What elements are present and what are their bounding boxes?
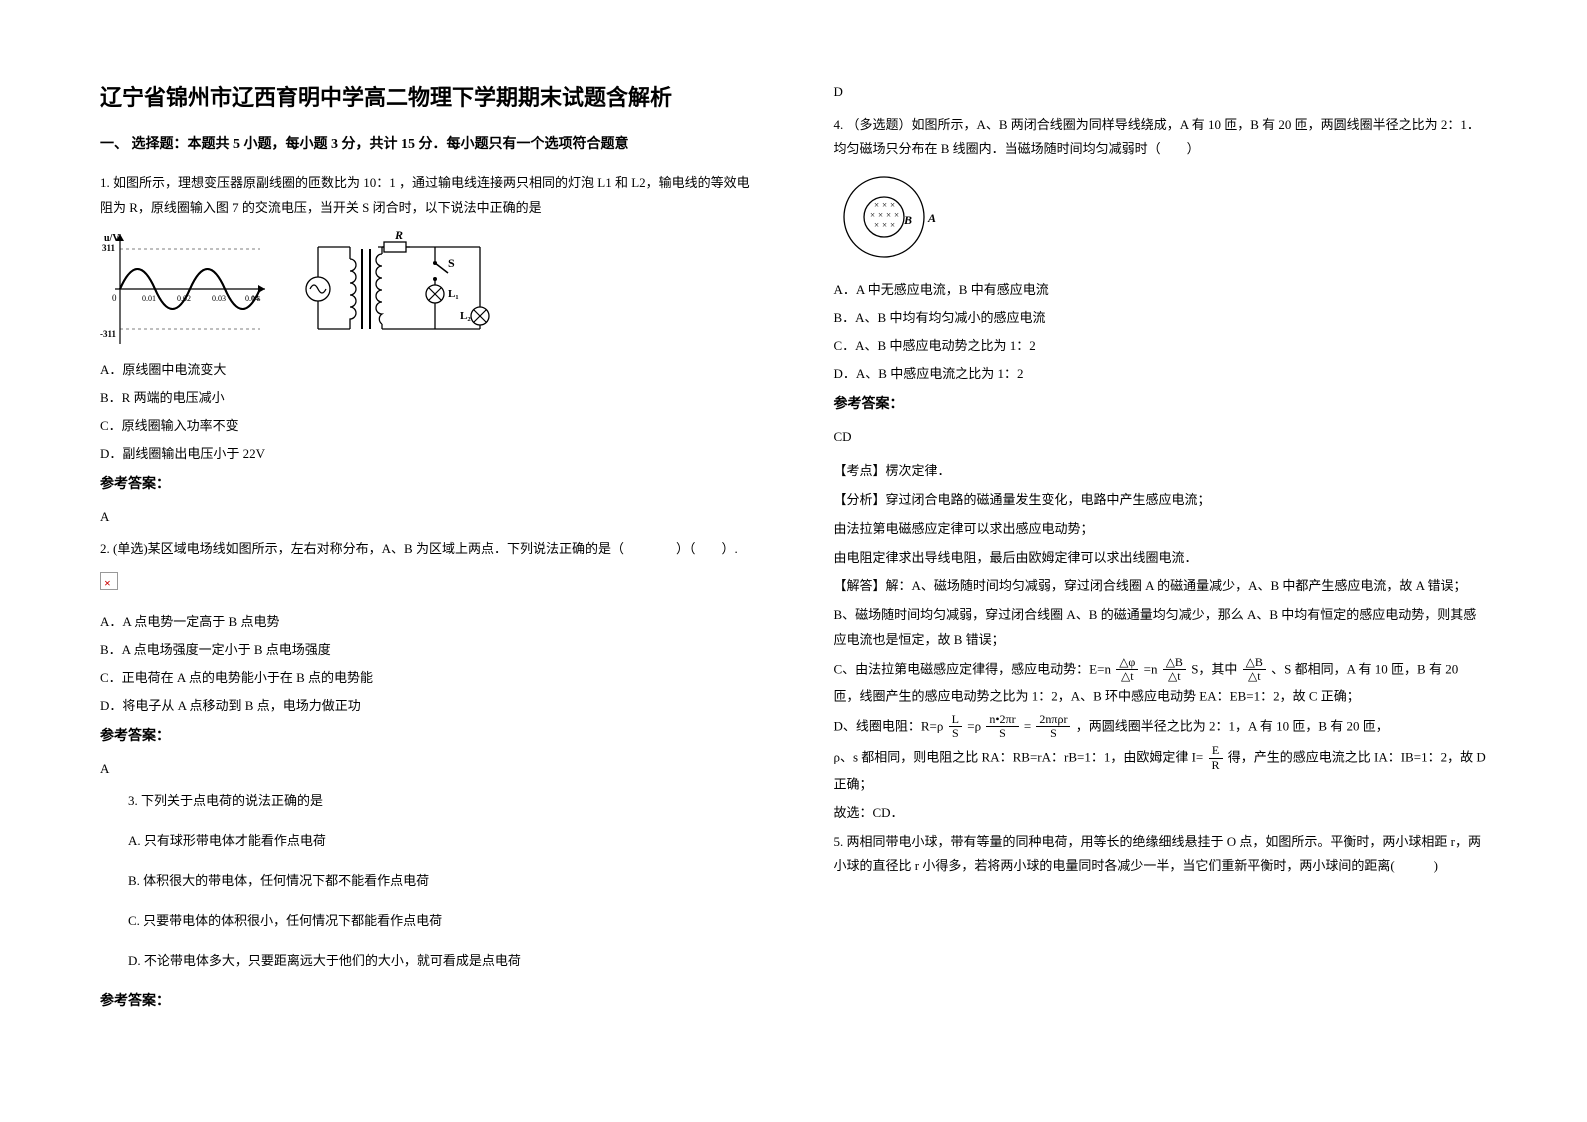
fenxi3: 由电阻定律求出导线电阻，最后由欧姆定律可以求出线圈电流．: [834, 546, 1488, 571]
frac-2npir-S: 2nπρrS: [1036, 713, 1070, 740]
jieda-C-ab: A：EB=1：2，故 C 正确；: [1207, 688, 1360, 703]
svg-text:×: ×: [890, 200, 895, 210]
jieda-B: B、磁场随时间均匀减弱，穿过闭合线圈 A、B 的磁通量均匀减少，那么 A、B 中…: [834, 603, 1488, 652]
q3-opt-A: A. 只有球形带电体才能看作点电荷: [128, 828, 754, 854]
jieda-D2-pre: ρ、s 都相同，则电阻之比 RA：RB=rA：rB=1：1，由欧姆定律 I=: [834, 750, 1204, 765]
frac-E-R: ER: [1209, 744, 1223, 771]
svg-text:×: ×: [874, 220, 879, 230]
q1-answer: A: [100, 505, 754, 530]
q1-opt-D: D．副线圈输出电压小于 22V: [100, 441, 754, 467]
S-label: S: [448, 256, 455, 270]
q3-answer-label: 参考答案：: [100, 988, 754, 1016]
svg-text:×: ×: [878, 210, 883, 220]
right-column: D 4. （多选题）如图所示，A、B 两闭合线圈为同样导线绕成，A 有 10 匝…: [794, 0, 1587, 1122]
q2-opt-D: D．将电子从 A 点移动到 B 点，电场力做正功: [100, 693, 754, 719]
q1-opt-B: B．R 两端的电压减小: [100, 385, 754, 411]
jieda-D-pre: D、线圈电阻：R=ρ: [834, 718, 944, 733]
fenxi1: 穿过闭合电路的磁通量发生变化，电路中产生感应电流；: [886, 492, 1211, 507]
circuit-figure: R: [300, 229, 490, 349]
coils-figure: × × × × × × × × × × B A: [834, 172, 984, 262]
svg-text:×: ×: [882, 200, 887, 210]
frac-L-S: LS: [949, 713, 962, 740]
xt4: 0.04: [245, 294, 259, 303]
q3-text: 3. 下列关于点电荷的说法正确的是: [128, 789, 754, 814]
jieda-A-text: 解：A、磁场随时间均匀减弱，穿过闭合线圈 A 的磁通量减少，A、B 中都产生感应…: [886, 578, 1467, 593]
question-5: 5. 两相同带电小球，带有等量的同种电荷，用等长的绝缘细线悬挂于 O 点，如图所…: [834, 830, 1488, 879]
q4-opt-D: D．A、B 中感应电流之比为 1：2: [834, 361, 1488, 387]
q4-text: 4. （多选题）如图所示，A、B 两闭合线圈为同样导线绕成，A 有 10 匝，B…: [834, 113, 1488, 162]
q3-opt-D: D. 不论带电体多大，只要距离远大于他们的大小，就可看成是点电荷: [128, 948, 754, 974]
jieda-label: 【解答】: [834, 578, 886, 593]
jieda-D-line2: ρ、s 都相同，则电阻之比 RA：RB=rA：rB=1：1，由欧姆定律 I= E…: [834, 744, 1488, 797]
sine-wave-figure: u/V 311 -311 t/s 0 0.01 0.02 0.03 0.04: [100, 229, 270, 349]
jieda-D-post: ，两圆线圈半径之比为 2：1，A 有 10 匝，B 有 20 匝，: [1076, 718, 1389, 733]
fenxi-line1: 【分析】穿过闭合电路的磁通量发生变化，电路中产生感应电流；: [834, 488, 1488, 513]
q1-text: 1. 如图所示，理想变压器原副线圈的匝数比为 10：1 ，通过输电线连接两只相同…: [100, 171, 754, 220]
svg-text:×: ×: [894, 210, 899, 220]
jieda-D-mid2: =: [1024, 718, 1031, 733]
q2-opt-C: C．正电荷在 A 点的电势能小于在 B 点的电势能: [100, 665, 754, 691]
xt2: 0.02: [177, 294, 191, 303]
B-label: B: [903, 213, 912, 227]
q1-figures: u/V 311 -311 t/s 0 0.01 0.02 0.03 0.04 R: [100, 229, 754, 349]
svg-text:×: ×: [870, 210, 875, 220]
q2-answer: A: [100, 757, 754, 782]
L2-label: L₂: [460, 310, 471, 322]
q3-answer: D: [834, 80, 1488, 105]
q3-opt-B: B. 体积很大的带电体，任何情况下都不能看作点电荷: [128, 868, 754, 894]
xt3: 0.03: [212, 294, 226, 303]
frac-dphi-dt: △φ△t: [1116, 656, 1138, 683]
question-4: 4. （多选题）如图所示，A、B 两闭合线圈为同样导线绕成，A 有 10 匝，B…: [834, 113, 1488, 826]
q1-opt-A: A．原线圈中电流变大: [100, 357, 754, 383]
jieda-C: C、由法拉第电磁感应定律得，感应电动势：E=n △φ△t =n △B△t S，其…: [834, 656, 1488, 709]
broken-image-icon: [100, 572, 118, 590]
question-3: 3. 下列关于点电荷的说法正确的是 A. 只有球形带电体才能看作点电荷 B. 体…: [100, 789, 754, 974]
q2-answer-label: 参考答案：: [100, 723, 754, 751]
jieda-A: 【解答】解：A、磁场随时间均匀减弱，穿过闭合线圈 A 的磁通量减少，A、B 中都…: [834, 574, 1488, 599]
q5-text: 5. 两相同带电小球，带有等量的同种电荷，用等长的绝缘细线悬挂于 O 点，如图所…: [834, 830, 1488, 879]
kaodian-text: 楞次定律．: [886, 463, 951, 478]
question-1: 1. 如图所示，理想变压器原副线圈的匝数比为 10：1 ，通过输电线连接两只相同…: [100, 171, 754, 529]
R-label: R: [394, 229, 403, 242]
kaodian: 【考点】楞次定律．: [834, 459, 1488, 484]
jieda-C-mid: =n: [1144, 662, 1158, 677]
q4-opt-A: A．A 中无感应电流，B 中有感应电流: [834, 277, 1488, 303]
fenxi-label: 【分析】: [834, 492, 886, 507]
q4-answer-label: 参考答案：: [834, 391, 1488, 419]
question-2: 2. (单选)某区域电场线如图所示，左右对称分布，A、B 为区域上两点．下列说法…: [100, 537, 754, 781]
A-label: A: [927, 211, 936, 225]
frac-dB-dt-2: △B△t: [1243, 656, 1266, 683]
svg-text:×: ×: [886, 210, 891, 220]
xt1: 0.01: [142, 294, 156, 303]
jieda-final: 故选：CD．: [834, 801, 1488, 826]
q4-opt-B: B．A、B 中均有均匀减小的感应电流: [834, 305, 1488, 331]
jieda-D: D、线圈电阻：R=ρ LS =ρ n•2πrS = 2nπρrS ，两圆线圈半径…: [834, 713, 1488, 740]
page-title: 辽宁省锦州市辽西育明中学高二物理下学期期末试题含解析: [100, 80, 754, 112]
frac-dB-dt-1: △B△t: [1163, 656, 1186, 683]
q4-answer: CD: [834, 425, 1488, 450]
q2-text: 2. (单选)某区域电场线如图所示，左右对称分布，A、B 为区域上两点．下列说法…: [100, 537, 754, 562]
jieda-D-mid1: =ρ: [967, 718, 981, 733]
q1-answer-label: 参考答案：: [100, 471, 754, 499]
q1-opt-C: C．原线圈输入功率不变: [100, 413, 754, 439]
ytick-top: 311: [102, 243, 116, 253]
left-column: 辽宁省锦州市辽西育明中学高二物理下学期期末试题含解析 一、 选择题：本题共 5 …: [0, 0, 794, 1122]
q4-opt-C: C．A、B 中感应电动势之比为 1：2: [834, 333, 1488, 359]
jieda-C-pre: C、由法拉第电磁感应定律得，感应电动势：E=n: [834, 662, 1111, 677]
q3-opt-C: C. 只要带电体的体积很小，任何情况下都能看作点电荷: [128, 908, 754, 934]
ytick-bot: -311: [100, 329, 117, 339]
q2-opt-B: B．A 点电场强度一定小于 B 点电场强度: [100, 637, 754, 663]
origin: 0: [112, 293, 117, 303]
fenxi2: 由法拉第电磁感应定律可以求出感应电动势；: [834, 517, 1488, 542]
svg-text:×: ×: [890, 220, 895, 230]
svg-text:×: ×: [882, 220, 887, 230]
section-heading: 一、 选择题：本题共 5 小题，每小题 3 分，共计 15 分．每小题只有一个选…: [100, 132, 754, 157]
q2-opt-A: A．A 点电势一定高于 B 点电势: [100, 609, 754, 635]
L1-label: L₁: [448, 288, 459, 300]
frac-n2pir-S: n•2πrS: [986, 713, 1018, 740]
kaodian-label: 【考点】: [834, 463, 886, 478]
jieda-C-post: S，其中: [1191, 662, 1237, 677]
svg-text:×: ×: [874, 200, 879, 210]
